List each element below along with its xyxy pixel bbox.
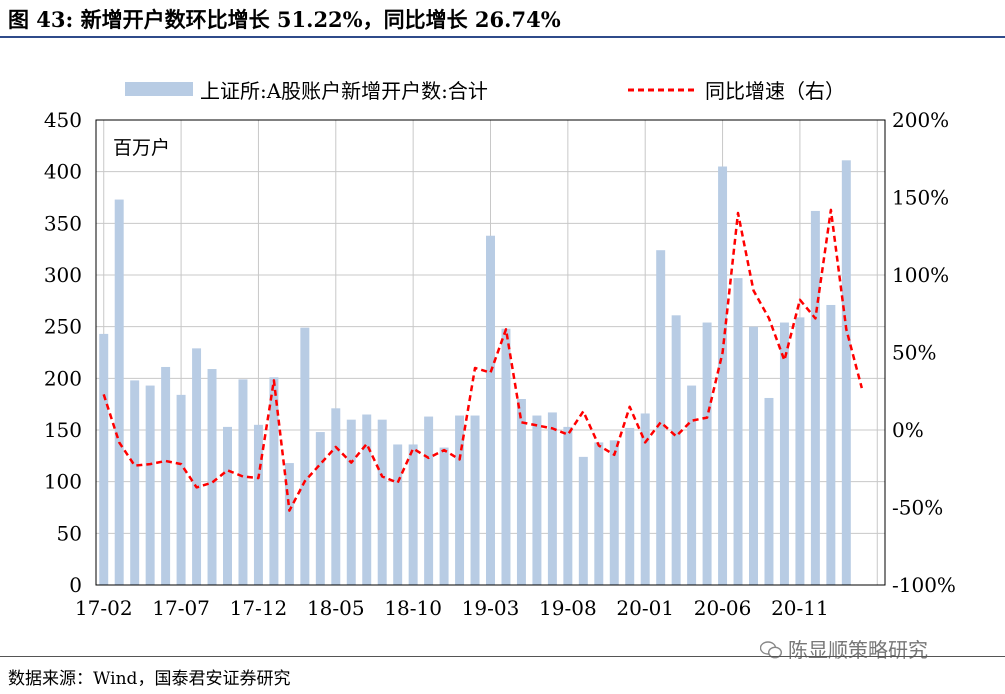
bar [377,419,387,585]
bar [455,415,465,585]
y-right-tick-label: -50% [892,496,943,520]
y-right-tick-label: 150% [892,186,949,210]
wechat-icon [760,641,782,659]
x-tick-label: 18-05 [307,596,365,620]
y-left-tick-label: 50 [57,521,82,545]
bar [486,235,495,585]
bar [315,432,325,585]
bar [532,415,542,585]
y-left-tick-label: 350 [44,211,82,235]
x-tick-label: 17-07 [152,596,210,620]
y-left-tick-label: 250 [44,315,82,339]
figure-title: 图 43: 新增开户数环比增长 51.22%，同比增长 26.74% [8,7,561,32]
bar [609,440,619,585]
bar [671,315,681,585]
bar [826,304,836,585]
bar [207,369,217,585]
bar [687,385,697,585]
bar [99,333,109,585]
bar [223,426,232,585]
bar [192,348,202,585]
bar [470,415,480,585]
bar [331,408,341,585]
chart: 0 50 100 150 200 250 300 350 400 450 -100% -50% 0% 50… [44,79,956,620]
y-left-tick-label: 400 [44,160,82,184]
bar [779,322,789,585]
bar [114,199,124,586]
bar [501,328,511,585]
y-left-tick-label: 100 [44,470,82,494]
bar [810,210,820,585]
x-tick-label: 20-06 [694,596,752,620]
y-left-tick-label: 300 [44,263,82,287]
bar [625,427,635,585]
x-tick-label: 17-12 [230,596,288,620]
y-right-tick-label: 0% [892,418,924,442]
bar-series [99,160,851,586]
bar [424,416,434,585]
bar [408,444,418,585]
y-left-tick-label: 150 [44,418,82,442]
bar [594,442,604,585]
bar [841,160,851,586]
bar [269,377,279,585]
x-tick-label: 20-11 [771,596,829,620]
bar [161,366,171,585]
y-left-tick-label: 0 [69,573,82,597]
tick-labels: 0 50 100 150 200 250 300 350 400 450 -100% -50% 0% 50… [44,108,956,620]
bar [238,379,248,585]
title-rule [0,36,1005,38]
bar [439,447,449,585]
watermark-text: 陈显顺策略研究 [788,638,928,662]
bar [702,322,712,585]
bar [393,444,403,585]
bar [300,327,310,585]
y-left-tick-label: 200 [44,366,82,390]
x-tick-label: 17-02 [75,596,133,620]
y-right-tick-label: 100% [892,263,949,287]
bar [578,456,588,585]
bar [145,385,155,585]
bar [656,250,666,585]
legend-line-label: 同比增速（右） [705,79,845,103]
legend-bar-label: 上证所:A股账户新增开户数:合计 [200,79,488,103]
plot-frame [95,119,886,586]
x-tick-label: 18-10 [384,596,442,620]
line-series [102,208,864,512]
bar [176,394,186,585]
bar [563,426,573,585]
bar [795,317,805,585]
bar [362,414,372,585]
x-tick-label: 19-03 [462,596,520,620]
y-left-tick-label: 450 [44,108,82,132]
bar [516,399,526,585]
unit-label: 百万户 [113,137,171,159]
x-tick-label: 20-01 [616,596,674,620]
source-note: 数据来源：Wind，国泰君安证券研究 [8,669,291,689]
y-right-tick-label: 200% [892,108,949,132]
bar [346,419,356,585]
legend: 上证所:A股账户新增开户数:合计 同比增速（右） [125,79,845,103]
yoy-line [102,208,864,512]
bar [764,397,774,585]
y-right-tick-label: -100% [892,573,956,597]
bar [718,166,728,585]
watermark: 陈显顺策略研究 [760,634,928,663]
bar [284,463,294,585]
legend-bar-swatch [125,82,193,96]
bar [640,413,650,585]
bar [253,424,263,585]
source-rule [0,656,1005,657]
y-right-tick-label: 50% [892,341,936,365]
x-tick-label: 19-08 [539,596,597,620]
bar [749,326,758,585]
bar [733,278,743,585]
axes [95,119,886,586]
bar [547,412,557,585]
bar [130,380,140,585]
